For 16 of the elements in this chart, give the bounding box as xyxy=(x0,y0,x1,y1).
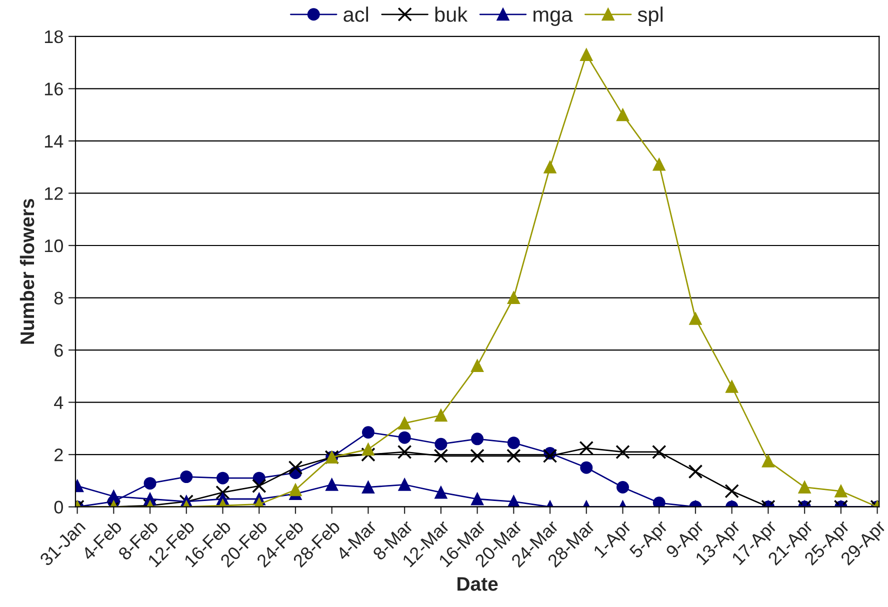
y-axis-title: Number flowers xyxy=(20,198,34,344)
legend-label: buk xyxy=(435,6,468,22)
y-tick-label: 10 xyxy=(44,239,63,252)
y-tick-label: 16 xyxy=(44,82,63,96)
y-tick-label: 4 xyxy=(54,396,64,409)
legend-label: acl xyxy=(344,6,368,22)
y-tick-label: 14 xyxy=(44,135,64,148)
y-tick-label: 0 xyxy=(54,500,63,514)
y-tick-label: 18 xyxy=(44,30,63,44)
y-tick-label: 8 xyxy=(54,292,63,304)
x-axis-title: Date xyxy=(458,577,498,591)
legend-label: spl xyxy=(638,6,663,26)
y-tick-label: 12 xyxy=(44,187,63,200)
y-tick-label: 2 xyxy=(54,448,63,462)
y-tick-label: 6 xyxy=(54,344,63,357)
legend-label: mga xyxy=(534,10,573,26)
